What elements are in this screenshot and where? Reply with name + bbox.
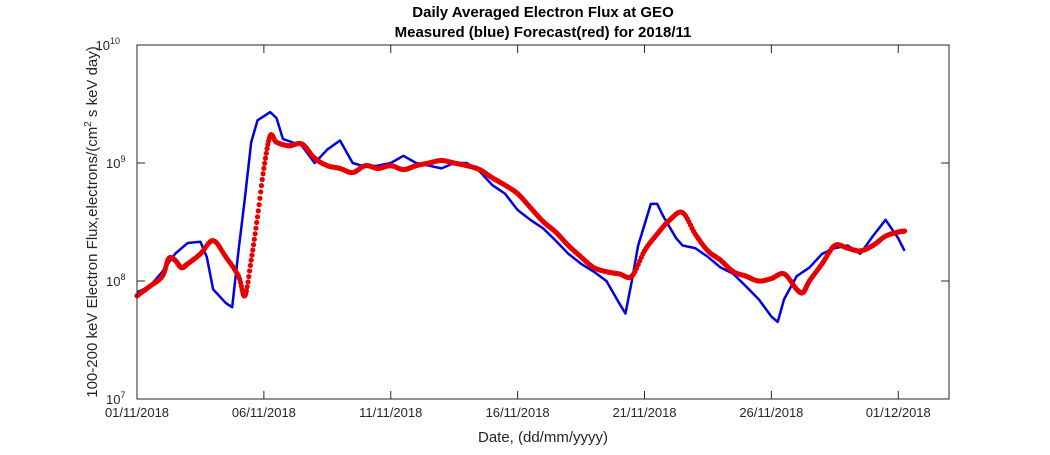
forecast-point bbox=[252, 231, 258, 237]
forecast-point bbox=[247, 268, 253, 274]
y-axis-label-main: 100-200 keV Electron Flux,electrons/(cm bbox=[84, 127, 101, 398]
x-tick-label: 21/11/2018 bbox=[612, 405, 676, 420]
forecast-point bbox=[253, 225, 259, 231]
y-tick-base: 10 bbox=[96, 38, 110, 53]
y-tick-exponent: 8 bbox=[120, 272, 125, 282]
y-axis-label-tail: s keV day) bbox=[84, 46, 101, 121]
forecast-point bbox=[254, 214, 261, 220]
x-tick-label: 26/11/2018 bbox=[739, 405, 803, 420]
y-axis-label: 100-200 keV Electron Flux,electrons/(cm2… bbox=[83, 46, 101, 398]
forecast-point bbox=[245, 279, 251, 285]
y-tick-label: 107 bbox=[106, 390, 125, 407]
forecast-point bbox=[264, 146, 270, 152]
forecast-point bbox=[258, 183, 265, 189]
x-tick-label: 16/11/2018 bbox=[486, 405, 550, 420]
measured-series-line bbox=[136, 110, 906, 324]
chart-subtitle: Measured (blue) Forecast(red) for 2018/1… bbox=[395, 24, 692, 41]
chart-title: Daily Averaged Electron Flux at GEO bbox=[412, 4, 674, 21]
forecast-point bbox=[251, 236, 257, 242]
x-axis-label: Date, (dd/mm/yyyy) bbox=[478, 429, 608, 446]
y-axis-label-superscript: 2 bbox=[83, 121, 94, 127]
forecast-point bbox=[246, 273, 252, 280]
y-tick-exponent: 7 bbox=[120, 390, 125, 400]
x-tick-label: 06/11/2018 bbox=[232, 405, 296, 420]
y-tick-base: 10 bbox=[106, 274, 120, 289]
y-tick-exponent: 9 bbox=[120, 154, 125, 164]
y-tick-label: 1010 bbox=[96, 36, 120, 53]
forecast-series-dots bbox=[134, 132, 908, 299]
y-tick-label: 108 bbox=[106, 272, 125, 289]
forecast-point bbox=[250, 247, 256, 253]
forecast-point bbox=[258, 189, 264, 195]
forecast-point bbox=[256, 202, 262, 208]
y-tick-exponent: 10 bbox=[110, 36, 120, 46]
y-tick-base: 10 bbox=[106, 156, 120, 171]
y-tick-base: 10 bbox=[106, 392, 120, 407]
forecast-point bbox=[243, 288, 250, 294]
forecast-point bbox=[254, 219, 260, 226]
plot-area-frame bbox=[136, 44, 950, 400]
forecast-point bbox=[244, 284, 250, 290]
series-layer bbox=[134, 110, 908, 324]
forecast-point bbox=[261, 165, 267, 171]
y-tick-label: 109 bbox=[106, 154, 125, 171]
forecast-point bbox=[247, 262, 253, 269]
forecast-point bbox=[263, 150, 269, 156]
ticks-layer: 01/11/2018 06/11/2018 11/11/2018 16/11/2018… bbox=[96, 36, 949, 420]
forecast-point bbox=[249, 252, 255, 258]
forecast-point bbox=[248, 257, 254, 263]
forecast-point bbox=[255, 208, 261, 214]
forecast-point bbox=[262, 160, 268, 166]
forecast-point bbox=[259, 176, 265, 183]
forecast-point bbox=[901, 228, 908, 234]
forecast-point bbox=[250, 242, 257, 248]
forecast-point bbox=[262, 155, 269, 161]
forecast-point bbox=[257, 195, 263, 201]
forecast-point bbox=[260, 171, 266, 177]
x-tick-label: 01/12/2018 bbox=[866, 405, 931, 420]
x-tick-label: 01/11/2018 bbox=[105, 405, 169, 420]
x-tick-label: 11/11/2018 bbox=[359, 405, 422, 420]
